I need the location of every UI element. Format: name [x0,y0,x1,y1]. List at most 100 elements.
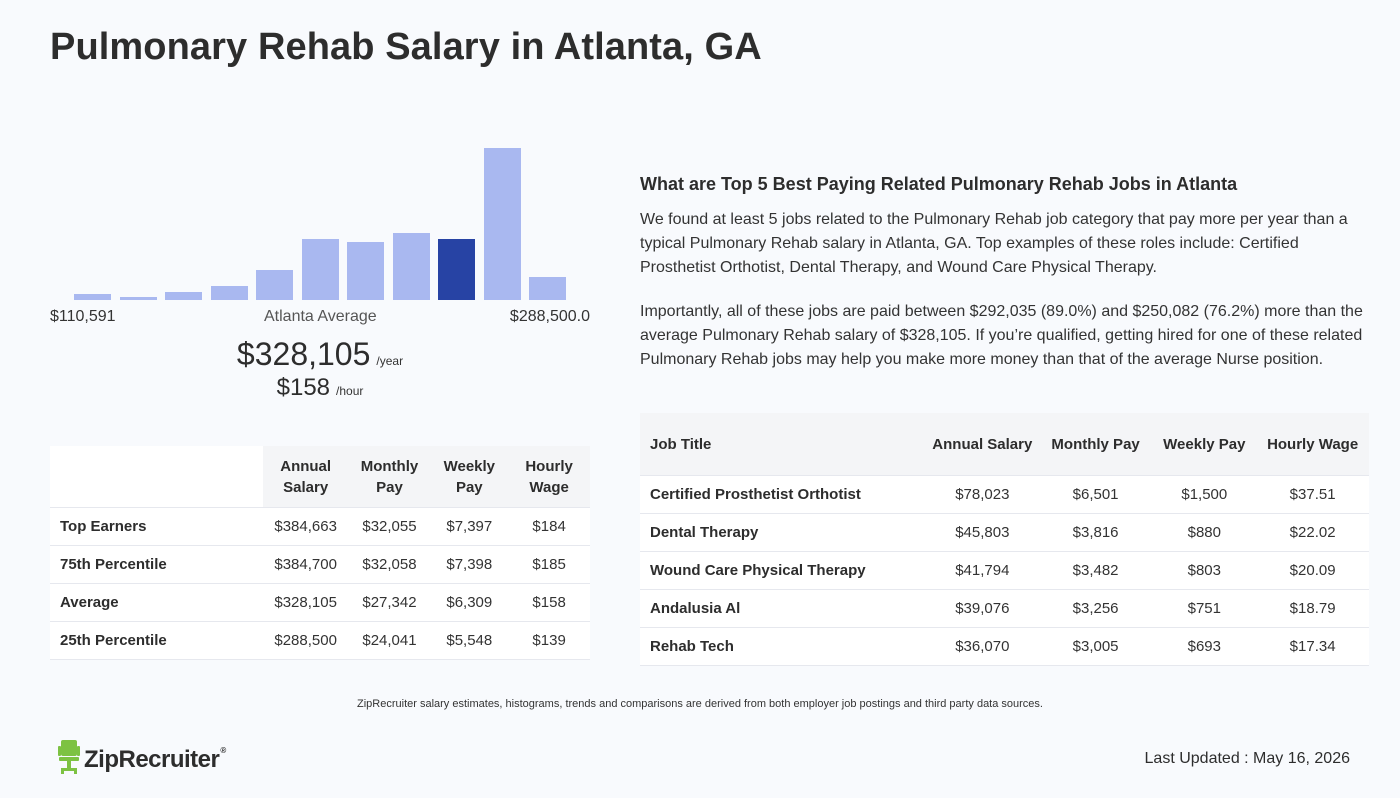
cell-monthly: $32,055 [348,507,431,546]
cell-hourly: $139 [508,621,590,660]
histogram-bar [529,277,566,300]
cell-annual: $384,700 [262,545,349,584]
header-annual-salary: Annual Salary [262,446,349,508]
cell-weekly: $1,500 [1152,475,1257,514]
average-annual-unit: /year [376,354,404,368]
cell-hourly: $22.02 [1256,513,1369,552]
cell-monthly: $32,058 [348,545,431,584]
histogram-min-label: $110,591 [50,308,116,325]
header-monthly-pay: Monthly Pay [348,446,431,508]
histogram-bar [210,286,248,300]
header-weekly-pay: Weekly Pay [1152,413,1257,476]
histogram-bar [347,242,384,300]
histogram-bar [438,239,475,300]
average-annual: $328,105/year [50,336,590,373]
histogram-bars [50,120,590,300]
last-updated: Last Updated : May 16, 2026 [1144,750,1350,767]
salary-histogram: $110,591 Atlanta Average $288,500.0 $328… [50,120,590,420]
ziprecruiter-logo[interactable]: ZipRecruiter® [58,740,226,779]
cell-annual: $384,663 [262,507,349,546]
related-jobs-heading: What are Top 5 Best Paying Related Pulmo… [640,174,1238,194]
row-label: Average [50,583,263,622]
header-hourly-wage: Hourly Wage [1256,413,1369,476]
cell-weekly: $7,397 [430,507,509,546]
average-hourly-value: $158 [276,374,331,401]
cell-annual: $41,794 [925,551,1039,590]
cell-annual: $78,023 [925,475,1039,514]
histogram-bar [74,294,111,300]
table-row: Certified Prosthetist Orthotist $78,023 … [640,475,1369,514]
table-row: Wound Care Physical Therapy $41,794 $3,4… [640,551,1369,590]
table-row: 75th Percentile $384,700 $32,058 $7,398 … [50,545,590,584]
row-label: 75th Percentile [50,545,263,584]
histogram-bar [256,270,293,300]
logo-registered: ® [220,745,226,755]
percentile-table: Annual Salary Monthly Pay Weekly Pay Hou… [50,446,590,660]
table-row: 25th Percentile $288,500 $24,041 $5,548 … [50,621,590,660]
page-title: Pulmonary Rehab Salary in Atlanta, GA [50,26,762,68]
cell-weekly: $5,548 [430,621,509,660]
cell-weekly: $880 [1152,513,1257,552]
cell-weekly: $7,398 [430,545,509,584]
histogram-bar [392,233,430,300]
cell-weekly: $751 [1152,589,1257,628]
cell-monthly: $3,005 [1038,627,1153,666]
header-hourly-wage: Hourly Wage [508,446,590,508]
cell-weekly: $803 [1152,551,1257,590]
header-annual-salary: Annual Salary [925,413,1039,476]
cell-hourly: $185 [508,545,590,584]
job-title: Wound Care Physical Therapy [640,551,926,590]
related-jobs-paragraph-2: Importantly, all of these jobs are paid … [640,303,1363,368]
cell-hourly: $184 [508,507,590,546]
cell-monthly: $24,041 [348,621,431,660]
average-annual-value: $328,105 [236,336,371,372]
cell-hourly: $158 [508,583,590,622]
row-label: Top Earners [50,507,263,546]
logo-name: ZipRecruiter [84,745,220,773]
header-job-title: Job Title [640,413,926,476]
cell-annual: $36,070 [925,627,1039,666]
job-title: Rehab Tech [640,627,926,666]
header-weekly-pay: Weekly Pay [430,446,509,508]
chair-icon [58,740,80,779]
histogram-max-label: $288,500.0 [509,308,590,325]
row-label: 25th Percentile [50,621,263,660]
table-row: Dental Therapy $45,803 $3,816 $880 $22.0… [640,513,1369,552]
cell-monthly: $3,482 [1038,551,1153,590]
related-jobs-table: Job Title Annual Salary Monthly Pay Week… [640,413,1369,666]
average-hourly-unit: /hour [336,384,364,398]
table-row: Average $328,105 $27,342 $6,309 $158 [50,583,590,622]
cell-annual: $328,105 [262,583,349,622]
cell-annual: $39,076 [925,589,1039,628]
logo-text: ZipRecruiter® [84,746,226,774]
histogram-bar [119,297,157,300]
cell-monthly: $3,816 [1038,513,1153,552]
table-row: Top Earners $384,663 $32,055 $7,397 $184 [50,507,590,546]
cell-weekly: $693 [1152,627,1257,666]
percentile-table-header: Annual Salary Monthly Pay Weekly Pay Hou… [50,446,590,508]
cell-hourly: $20.09 [1256,551,1369,590]
cell-monthly: $3,256 [1038,589,1153,628]
histogram-bar [483,148,521,300]
average-hourly: $158/hour [50,374,590,402]
cell-annual: $288,500 [262,621,349,660]
cell-monthly: $27,342 [348,583,431,622]
histogram-bar [301,239,339,300]
job-title: Dental Therapy [640,513,926,552]
cell-hourly: $37.51 [1256,475,1369,514]
footer-disclaimer: ZipRecruiter salary estimates, histogram… [357,698,1043,710]
cell-monthly: $6,501 [1038,475,1153,514]
header-monthly-pay: Monthly Pay [1038,413,1153,476]
cell-hourly: $17.34 [1256,627,1369,666]
cell-weekly: $6,309 [430,583,509,622]
job-title: Certified Prosthetist Orthotist [640,475,926,514]
cell-hourly: $18.79 [1256,589,1369,628]
histogram-bar [165,292,202,300]
related-jobs-paragraph-1: We found at least 5 jobs related to the … [640,211,1348,276]
related-jobs-table-header: Job Title Annual Salary Monthly Pay Week… [640,413,1369,476]
table-row: Andalusia Al $39,076 $3,256 $751 $18.79 [640,589,1369,628]
table-row: Rehab Tech $36,070 $3,005 $693 $17.34 [640,627,1369,666]
job-title: Andalusia Al [640,589,926,628]
histogram-average-label: Atlanta Average [264,308,377,325]
header-blank [50,446,263,508]
